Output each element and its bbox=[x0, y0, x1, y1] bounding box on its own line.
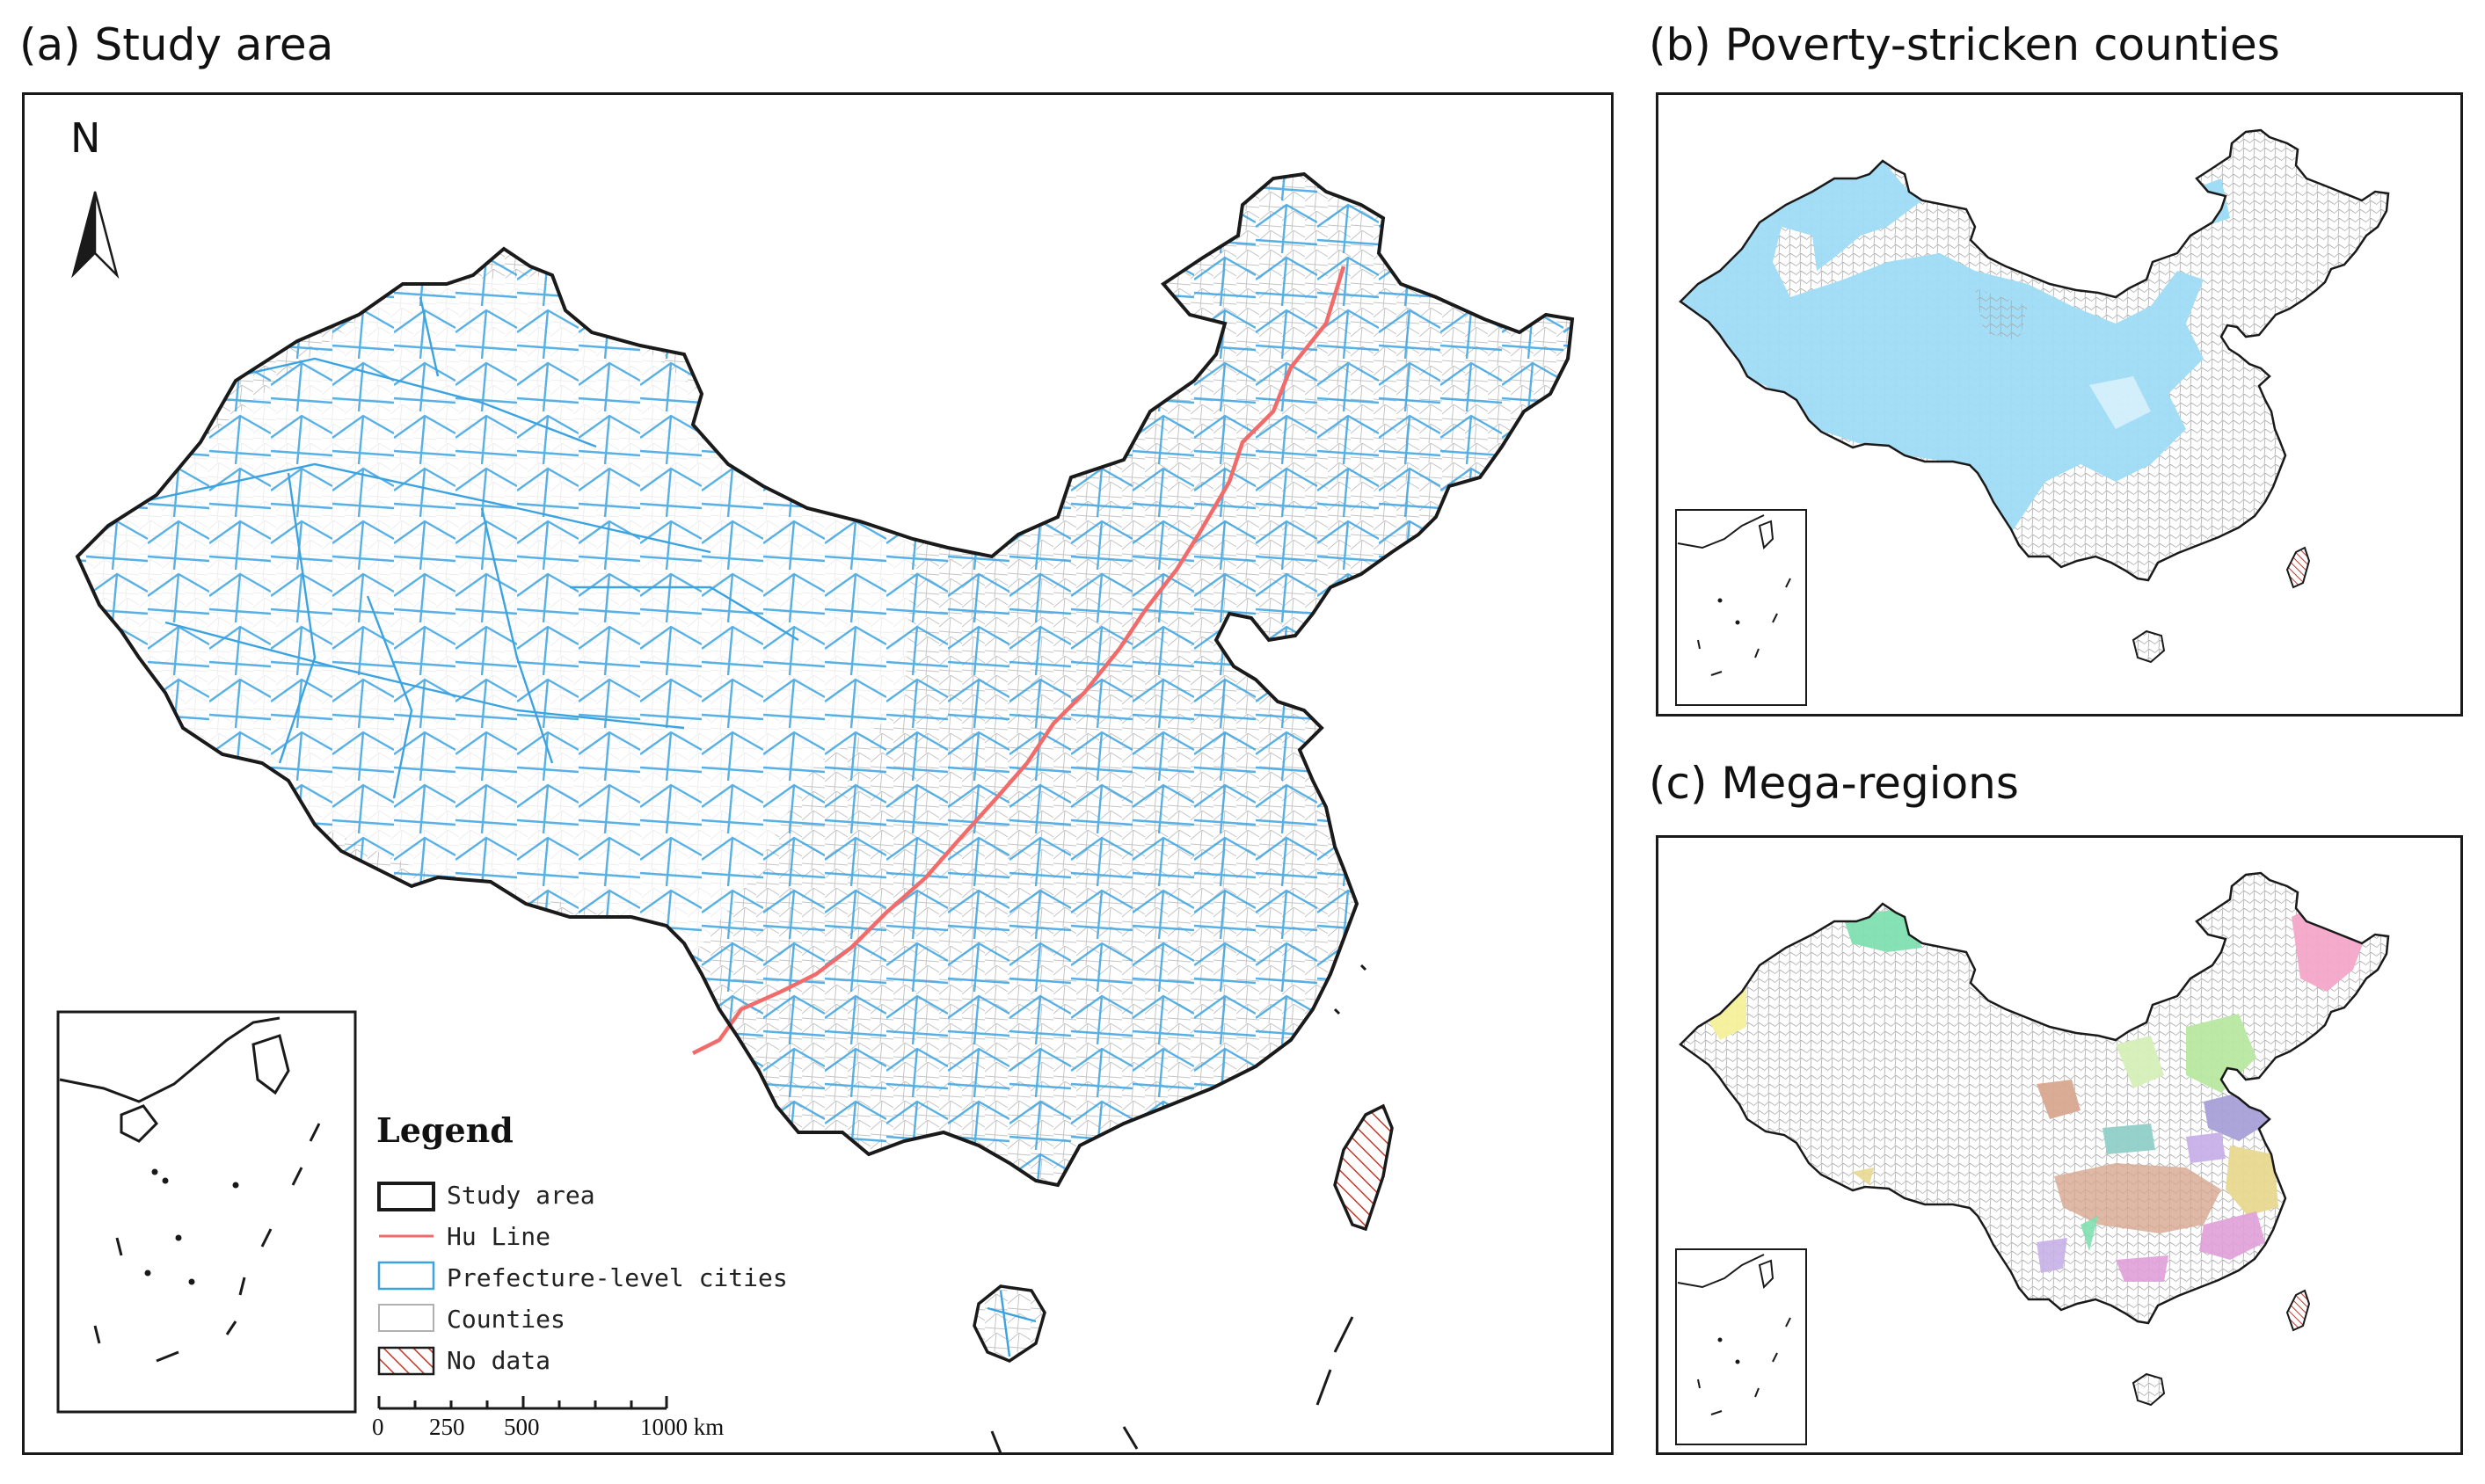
offshore-islands bbox=[990, 964, 1367, 1452]
inset-b bbox=[1675, 509, 1807, 706]
inset-c bbox=[1675, 1248, 1807, 1445]
north-arrow-icon bbox=[71, 191, 120, 280]
legend-symbols bbox=[377, 1182, 435, 1376]
legend-item-study-area: Study area bbox=[447, 1181, 595, 1210]
legend-item-no-data: No data bbox=[447, 1346, 551, 1375]
panel-a-title: (a) Study area bbox=[19, 19, 334, 70]
hainan-island bbox=[973, 1284, 1046, 1363]
panel-a-map: N Legend Study area Hu Line Prefecture-l… bbox=[22, 92, 1614, 1455]
scale-label-0: 0 bbox=[372, 1414, 384, 1440]
panel-c-title: (c) Mega-regions bbox=[1649, 758, 2019, 809]
study-area-map-svg bbox=[56, 172, 1574, 1452]
south-china-sea-inset bbox=[56, 1010, 357, 1414]
legend-title: Legend bbox=[376, 1110, 514, 1150]
panel-b-title: (b) Poverty-stricken counties bbox=[1649, 19, 2280, 70]
taiwan-no-data bbox=[1333, 1103, 1394, 1232]
scale-bar bbox=[377, 1396, 668, 1410]
hu-line bbox=[691, 266, 1346, 1056]
scale-label-1000km: 1000 km bbox=[640, 1414, 725, 1440]
panel-c-map bbox=[1656, 835, 2463, 1455]
legend-item-prefecture: Prefecture-level cities bbox=[447, 1263, 788, 1292]
panel-b-map bbox=[1656, 92, 2463, 717]
legend-item-counties: Counties bbox=[447, 1305, 565, 1334]
legend-item-hu-line: Hu Line bbox=[447, 1222, 551, 1251]
scale-label-500: 500 bbox=[504, 1414, 540, 1440]
north-arrow-label: N bbox=[70, 114, 101, 162]
scale-label-250: 250 bbox=[429, 1414, 465, 1440]
poverty-map-svg bbox=[1675, 128, 2390, 706]
mega-regions-map-svg bbox=[1675, 871, 2390, 1445]
